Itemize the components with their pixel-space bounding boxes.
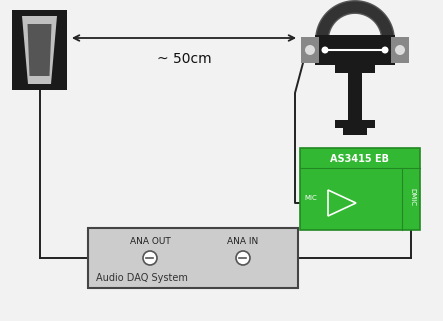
Text: ~ 50cm: ~ 50cm [157,52,211,66]
Text: DMIC: DMIC [409,188,415,206]
Circle shape [143,251,157,265]
Bar [348,73,362,128]
Text: MIC: MIC [304,195,317,201]
Text: AS3415 EB: AS3415 EB [330,154,389,164]
Circle shape [322,47,329,54]
Circle shape [236,251,250,265]
Bar [391,37,409,63]
Bar [300,148,420,230]
Text: ANA IN: ANA IN [227,238,259,247]
Text: ANA OUT: ANA OUT [130,238,171,247]
Bar [315,35,395,65]
Text: Audio DAQ System: Audio DAQ System [96,273,188,283]
Bar [88,228,298,288]
Bar [343,128,367,135]
Circle shape [305,45,315,55]
Bar [301,37,319,63]
Circle shape [381,47,389,54]
Polygon shape [27,24,51,76]
Polygon shape [22,16,57,84]
Bar [335,120,375,128]
Bar [12,10,67,90]
Bar [335,65,375,73]
Circle shape [395,45,405,55]
